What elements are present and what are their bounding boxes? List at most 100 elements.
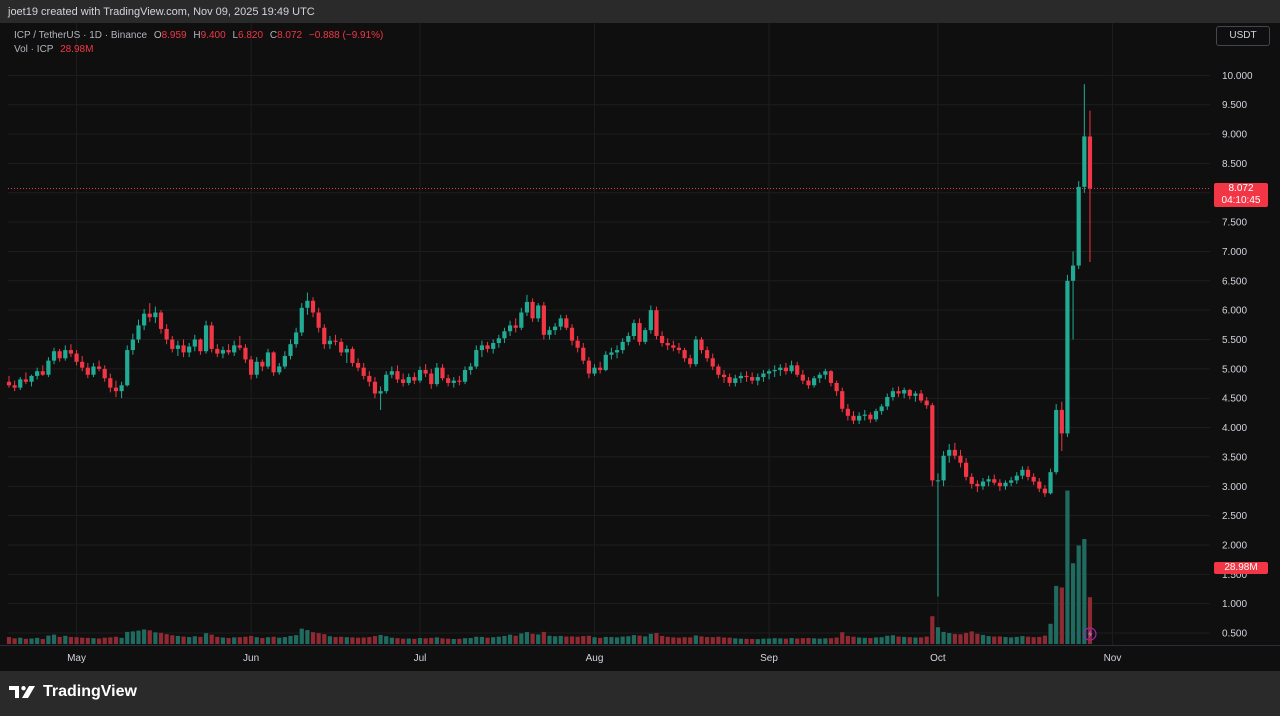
candle-body	[975, 483, 980, 487]
candle-body	[575, 340, 580, 348]
volume-bar	[310, 632, 316, 644]
candle-body	[547, 330, 552, 335]
volume-bar	[237, 637, 242, 644]
ohlc-row: ICP / TetherUS · 1D · Binance O8.959 H9.…	[14, 29, 383, 43]
symbol-label[interactable]: ICP / TetherUS · 1D · Binance	[14, 30, 148, 41]
volume-bar	[164, 634, 169, 644]
volume-bar	[885, 635, 890, 644]
candle-body	[603, 354, 608, 371]
date-axis-label: Sep	[760, 653, 778, 664]
candle-body	[896, 391, 901, 394]
brand-name: TradingView	[43, 683, 137, 700]
volume-bar	[795, 638, 800, 644]
volume-bar	[620, 636, 625, 644]
candle-body	[192, 339, 197, 347]
tradingview-logo-icon	[9, 686, 35, 698]
volume-bar	[665, 636, 670, 644]
candle-body	[1082, 136, 1087, 187]
price-axis-label: 6.500	[1222, 276, 1247, 287]
candle-body	[502, 331, 507, 339]
candle-body	[738, 375, 743, 379]
volume-bar	[12, 638, 17, 644]
volume-bar	[688, 637, 693, 644]
volume-bar	[142, 629, 147, 644]
volume-bar	[18, 637, 23, 644]
volume-bar	[851, 636, 856, 644]
volume-bar	[750, 638, 755, 644]
candle-body	[294, 332, 299, 345]
volume-bar	[6, 637, 12, 644]
volume-bar	[958, 634, 963, 644]
candle-body	[18, 379, 23, 388]
volume-bar	[766, 638, 772, 644]
chart-caption: joet19 created with TradingView.com, Nov…	[8, 6, 315, 18]
volume-bar	[744, 638, 749, 644]
candle-body	[125, 350, 130, 386]
volume-bar	[322, 634, 327, 644]
currency-button[interactable]: USDT	[1216, 26, 1270, 46]
chart-legend: ICP / TetherUS · 1D · Binance O8.959 H9.…	[14, 29, 383, 57]
volume-bar	[772, 638, 777, 644]
candle-body	[451, 380, 456, 383]
candle-body	[750, 377, 755, 381]
volume-bar	[479, 636, 485, 644]
volume-bar	[598, 637, 603, 644]
volume-bar	[378, 634, 383, 644]
volume-row: Vol · ICP 28.98M	[14, 43, 383, 57]
candle-body	[327, 340, 333, 345]
candle-body	[175, 345, 180, 349]
candle-body	[401, 379, 406, 383]
volume-bar	[800, 638, 805, 644]
volume-bar	[890, 635, 896, 644]
candle-body	[113, 387, 119, 392]
volume-bar	[119, 637, 124, 644]
volume-bar	[857, 637, 862, 644]
low-label: L	[232, 30, 239, 41]
candle-body	[147, 313, 152, 318]
tradingview-logo[interactable]: TradingView	[9, 683, 137, 701]
volume-bar	[108, 637, 113, 644]
volume-bar	[29, 638, 34, 644]
candle-body	[890, 391, 896, 398]
volume-bar	[806, 638, 811, 644]
price-axis-label: 6.000	[1222, 306, 1247, 317]
volume-bar	[699, 636, 704, 644]
volume-bar	[1065, 490, 1070, 644]
volume-bar	[327, 636, 333, 644]
volume-bar	[1070, 563, 1076, 644]
volume-bar	[1054, 585, 1059, 644]
candle-body	[958, 455, 963, 463]
candle-body	[637, 323, 642, 342]
volume-bar	[248, 635, 254, 644]
volume-bar	[727, 637, 732, 644]
candle-body	[744, 375, 749, 378]
volume-bar	[198, 636, 203, 644]
volume-bar	[63, 635, 68, 644]
volume-bar	[254, 637, 259, 644]
candle-body	[423, 370, 428, 374]
candle-body	[626, 335, 631, 342]
volume-bar	[288, 635, 293, 644]
candle-body	[51, 351, 57, 361]
candle-body	[12, 385, 17, 388]
candle-body	[209, 325, 214, 349]
volume-bar	[845, 635, 850, 644]
volume-bar	[547, 635, 552, 644]
candle-body	[598, 367, 603, 371]
candle-body	[434, 367, 439, 385]
candle-body	[46, 360, 51, 375]
volume-bar	[659, 635, 665, 644]
volume-bar	[705, 637, 710, 644]
volume-bar	[924, 636, 929, 644]
candle-body	[924, 400, 929, 406]
volume-bar	[964, 632, 969, 644]
volume-bar	[778, 638, 783, 644]
candle-body	[513, 325, 518, 328]
candle-body	[986, 479, 991, 482]
volume-bar	[457, 638, 462, 644]
volume-bar	[474, 636, 479, 644]
candle-body	[333, 340, 338, 342]
candle-body	[254, 361, 259, 375]
volume-bar	[40, 638, 45, 644]
